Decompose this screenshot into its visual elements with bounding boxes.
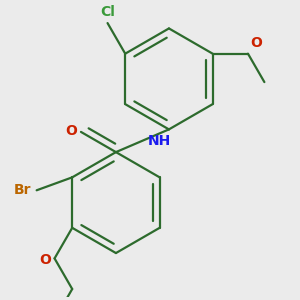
Text: Br: Br xyxy=(14,183,32,197)
Text: O: O xyxy=(65,124,77,138)
Text: NH: NH xyxy=(148,134,171,148)
Text: Cl: Cl xyxy=(100,5,115,19)
Text: O: O xyxy=(250,36,262,50)
Text: O: O xyxy=(39,253,51,267)
